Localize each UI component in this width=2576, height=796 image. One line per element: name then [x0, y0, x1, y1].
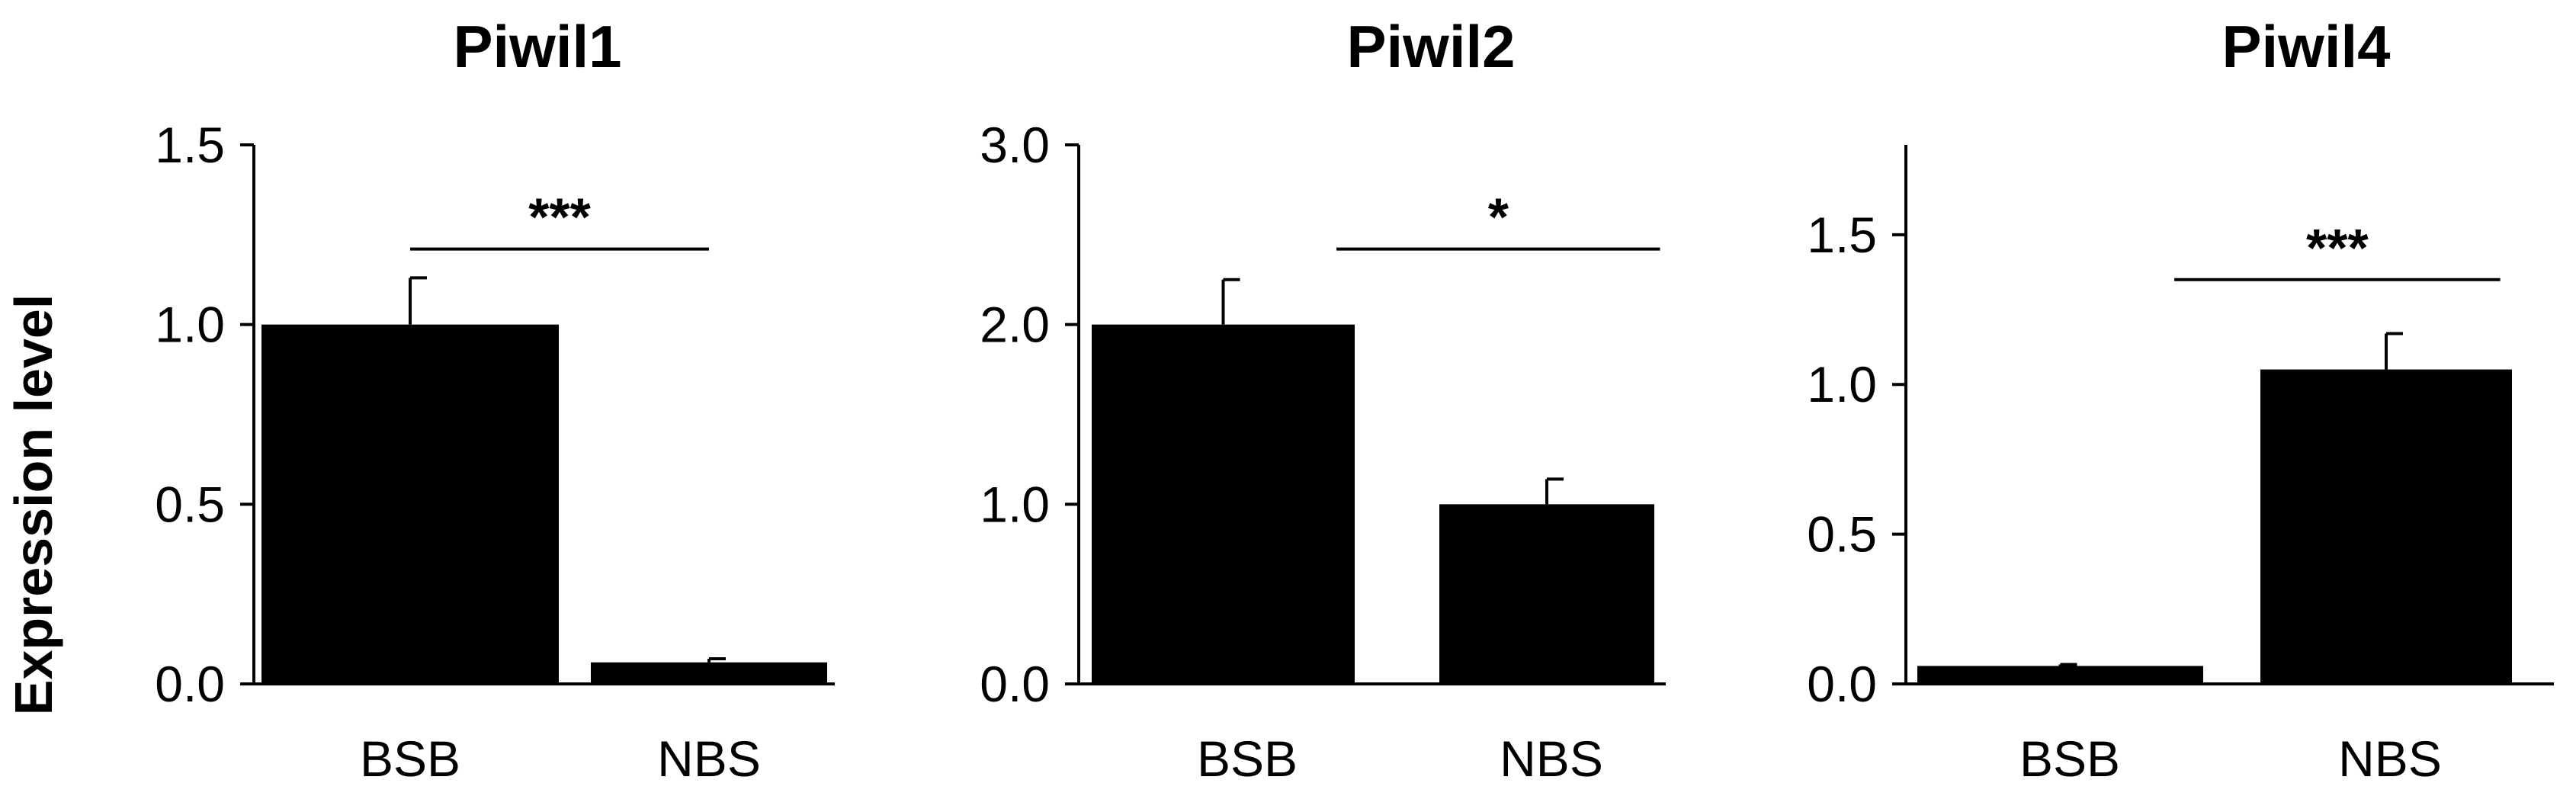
significance-label: ***	[528, 188, 591, 247]
category-label: NBS	[2338, 730, 2442, 787]
category-label: NBS	[657, 730, 761, 787]
chart-panel-3: Piwil4 0.0 0.5 1.0 1.5 BSB NBS ***	[1807, 13, 2554, 787]
y-tick-label: 2.0	[980, 297, 1050, 353]
chart-title: Piwil2	[1346, 13, 1515, 80]
y-tick-label: 1.0	[155, 297, 225, 353]
bar-bsb	[1092, 324, 1355, 684]
panels: Piwil1 0.0 0.5 1.0 1.5 BSB NBS *** Piwil2 0.0 1.0 2…	[155, 13, 2554, 787]
chart-title: Piwil4	[2222, 13, 2390, 80]
y-tick-label: 3.0	[980, 117, 1050, 173]
y-tick-label: 0.5	[1807, 506, 1877, 563]
y-tick-label: 0.0	[155, 656, 225, 712]
chart-panel-1: Piwil1 0.0 0.5 1.0 1.5 BSB NBS ***	[155, 13, 835, 787]
significance-label: ***	[2306, 218, 2369, 278]
bar-nbs	[1439, 504, 1654, 684]
chart-panel-2: Piwil2 0.0 1.0 2.0 3.0 BSB NBS *	[980, 13, 1666, 787]
y-tick-label: 1.5	[155, 117, 225, 173]
y-tick-label: 0.0	[1807, 656, 1877, 712]
y-tick-label: 1.0	[1807, 356, 1877, 412]
category-label: BSB	[360, 730, 460, 787]
y-tick-label: 1.0	[980, 476, 1050, 532]
chart-title: Piwil1	[453, 13, 621, 80]
bar-nbs	[591, 662, 827, 684]
y-tick-label: 0.5	[155, 476, 225, 532]
bar-bsb	[261, 324, 559, 684]
significance-label: *	[1488, 188, 1509, 247]
y-tick-label: 0.0	[980, 656, 1050, 712]
category-label: NBS	[1500, 730, 1603, 787]
y-tick-label: 1.5	[1807, 207, 1877, 263]
category-label: BSB	[1197, 730, 1298, 787]
bar-bsb	[1917, 666, 2203, 684]
y-axis-label: Expression level	[4, 294, 63, 716]
category-label: BSB	[2019, 730, 2120, 787]
bar-nbs	[2260, 369, 2512, 684]
